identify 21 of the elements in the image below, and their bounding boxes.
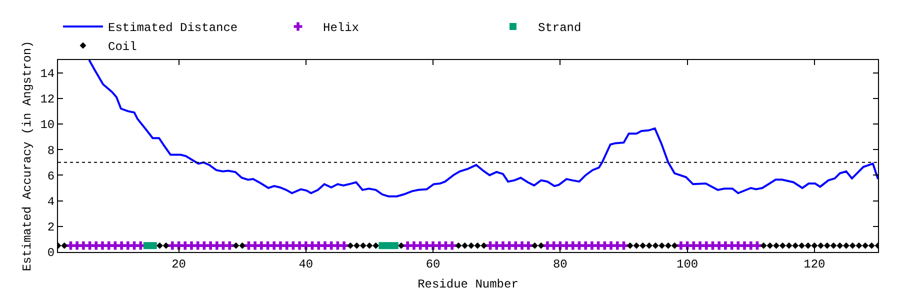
y-tick-label: 4 bbox=[47, 195, 55, 209]
y-tick-label: 14 bbox=[40, 67, 55, 81]
legend-label: Estimated Distance bbox=[108, 21, 238, 36]
y-tick-label: 12 bbox=[40, 92, 55, 107]
y-tick-label: 2 bbox=[47, 220, 55, 235]
x-tick-label: 20 bbox=[172, 257, 186, 272]
y-tick-label: 6 bbox=[47, 169, 55, 184]
y-axis-title: Estimated Accuracy (in Angstron) bbox=[20, 40, 34, 272]
x-axis-title: Residue Number bbox=[418, 277, 518, 292]
x-tick-label: 60 bbox=[426, 257, 440, 272]
legend-label: Strand bbox=[538, 21, 582, 36]
y-tick-label: 8 bbox=[47, 144, 55, 158]
x-tick-label: 100 bbox=[676, 257, 698, 272]
x-tick-label: 120 bbox=[804, 257, 826, 272]
x-tick-label: 80 bbox=[552, 257, 568, 272]
y-tick-label: 0 bbox=[47, 246, 55, 260]
legend-label: Coil bbox=[108, 40, 137, 54]
legend-label: Helix bbox=[323, 21, 360, 36]
y-tick-label: 10 bbox=[40, 118, 55, 132]
line-series bbox=[88, 60, 878, 198]
x-tick-label: 40 bbox=[298, 257, 314, 272]
